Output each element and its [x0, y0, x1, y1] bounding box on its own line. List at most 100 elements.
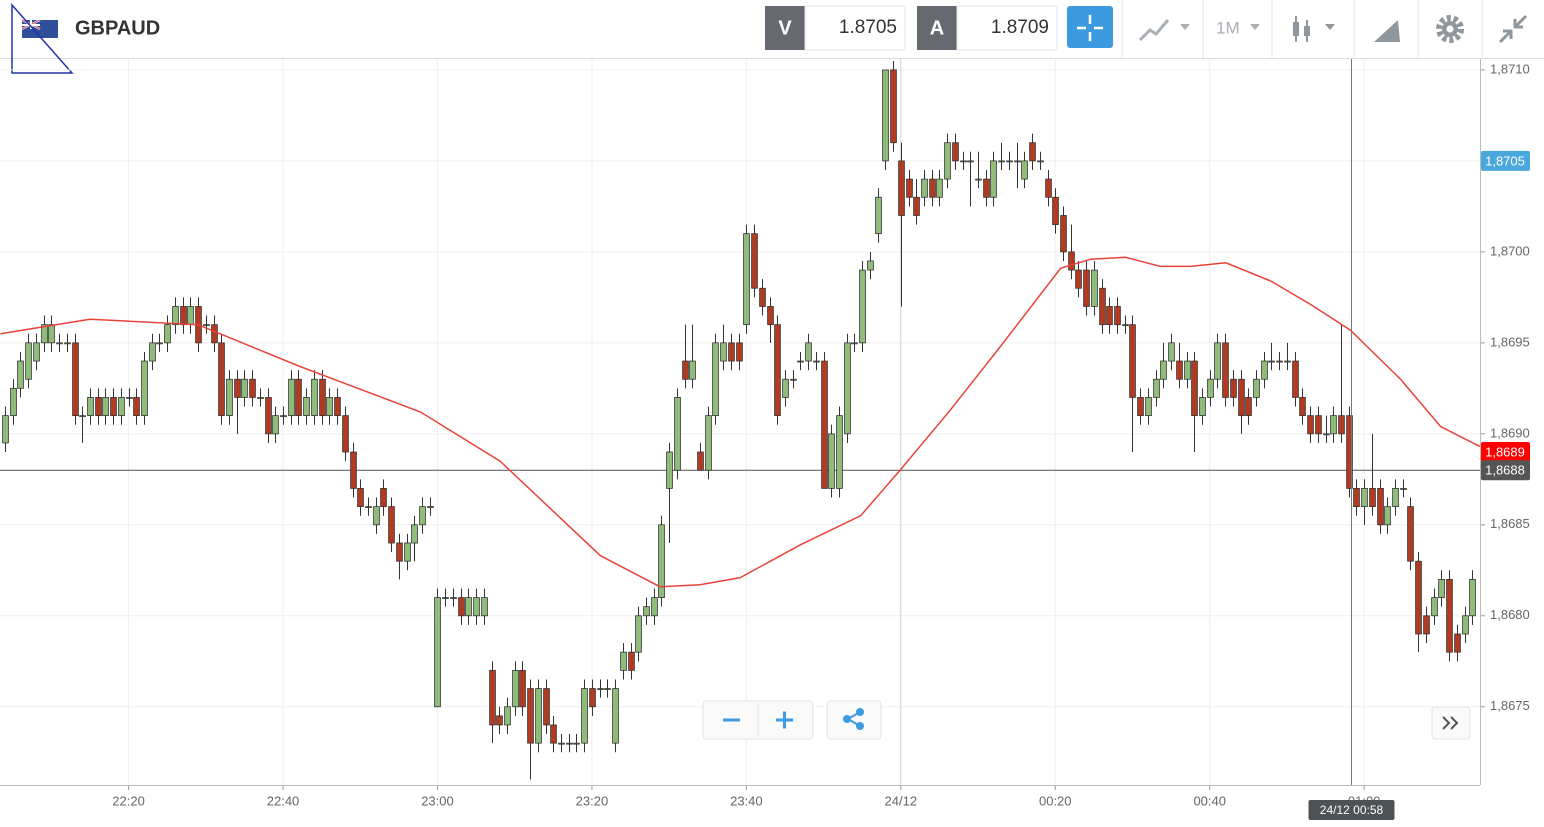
candle-body: [1377, 488, 1384, 526]
candle-body: [218, 342, 225, 417]
candle-body: [1454, 633, 1461, 653]
crosshair-button[interactable]: [1067, 6, 1113, 48]
crosshair-tag: [1308, 800, 1395, 820]
candle-body: [427, 506, 434, 509]
candle-body: [1191, 360, 1198, 417]
x-tick-label: 23:20: [576, 793, 609, 808]
moving-average: [0, 256, 1481, 588]
candle-body: [1438, 578, 1445, 598]
candle-body: [944, 142, 951, 180]
candle-body: [604, 688, 611, 690]
candle-body: [1338, 415, 1345, 435]
candle-body: [133, 397, 140, 417]
candle-body: [1045, 178, 1052, 198]
settings-button[interactable]: [1436, 15, 1464, 43]
candle-body: [79, 415, 86, 418]
candle-body: [751, 233, 758, 289]
scroll-right-button[interactable]: [1431, 706, 1471, 740]
chart-type-button[interactable]: [1138, 19, 1190, 42]
candle-body: [1400, 488, 1407, 490]
y-tick-label: 1,8710: [1490, 61, 1530, 76]
candle-body: [1176, 360, 1183, 380]
ask-price: 1.8709: [991, 17, 1049, 38]
candle-body: [1137, 397, 1144, 417]
candle-body: [589, 688, 596, 708]
candle-body: [906, 178, 913, 198]
candle-body: [929, 178, 936, 198]
drawing-button[interactable]: [1374, 20, 1400, 42]
candle-body: [156, 342, 163, 345]
candle-body: [1307, 415, 1314, 435]
candle-body: [110, 397, 117, 417]
candle-body: [1276, 360, 1283, 363]
candle-body: [573, 742, 580, 745]
candle-body: [1122, 324, 1129, 327]
candle-body: [241, 378, 248, 398]
ask-box[interactable]: A 1.8709: [917, 5, 1058, 51]
candle-body: [172, 306, 179, 326]
candle-body: [1384, 506, 1391, 526]
candle-body: [1469, 578, 1476, 617]
candle-body: [1129, 324, 1136, 398]
candle-body: [813, 360, 820, 363]
candle-body: [782, 378, 789, 398]
candle-body: [41, 324, 48, 344]
candle-body: [658, 524, 665, 598]
candle-body: [1369, 488, 1376, 508]
x-tick-label: 24/12: [885, 793, 918, 808]
candle-body: [102, 397, 109, 417]
candle-body: [597, 688, 604, 690]
candle-body: [689, 360, 696, 380]
candle-body: [272, 415, 279, 435]
timeframe-button[interactable]: 1M: [1216, 18, 1260, 37]
y-tick-label: 1,8695: [1490, 334, 1530, 349]
candle-body: [1292, 360, 1299, 398]
y-tick-label: 1,8700: [1490, 243, 1530, 258]
candle-body: [1431, 597, 1438, 617]
candle-body: [319, 378, 326, 417]
candle-body: [473, 597, 480, 617]
candle-body: [1245, 397, 1252, 417]
candle-body: [118, 397, 125, 417]
candle-body: [489, 669, 496, 726]
candle-body: [1052, 196, 1059, 225]
candle-body: [303, 397, 310, 417]
candle-body: [1330, 415, 1337, 435]
candle-body: [875, 196, 882, 235]
candle-body: [1153, 378, 1160, 398]
x-tick-label: 00:40: [1193, 793, 1226, 808]
price-tag: [1481, 150, 1530, 171]
corner-marker: [11, 3, 74, 74]
candle-body: [226, 378, 233, 417]
zoom-in-button[interactable]: [776, 711, 793, 729]
candle-style-button[interactable]: [1293, 16, 1335, 42]
share-button[interactable]: [826, 700, 882, 740]
candle-body: [913, 196, 920, 216]
price-tag-label: 1,8689: [1485, 444, 1525, 459]
candle-body: [674, 397, 681, 471]
candle-body: [434, 597, 441, 708]
candle-body: [1014, 160, 1021, 163]
zoom-controls: [702, 700, 814, 740]
collapse-button[interactable]: [1498, 14, 1528, 44]
candle-body: [64, 342, 71, 345]
candle-body: [33, 342, 40, 362]
candle-body: [705, 415, 712, 471]
candle-body: [350, 451, 357, 489]
timeframe: 1M: [1216, 18, 1240, 37]
candle-body: [25, 342, 32, 380]
candle-body: [1106, 306, 1113, 326]
candle-body: [1415, 560, 1422, 635]
candle-body: [180, 306, 187, 326]
candle-body: [1075, 269, 1082, 289]
bid-box[interactable]: V 1.8705: [765, 5, 906, 51]
candle-body: [481, 597, 488, 617]
candle-body: [1099, 287, 1106, 326]
candle-body: [736, 342, 743, 362]
candle-body: [851, 342, 858, 345]
candle-body: [635, 615, 642, 653]
candle-body: [404, 542, 411, 562]
candle-body: [496, 715, 503, 726]
candle-body: [1006, 160, 1013, 163]
